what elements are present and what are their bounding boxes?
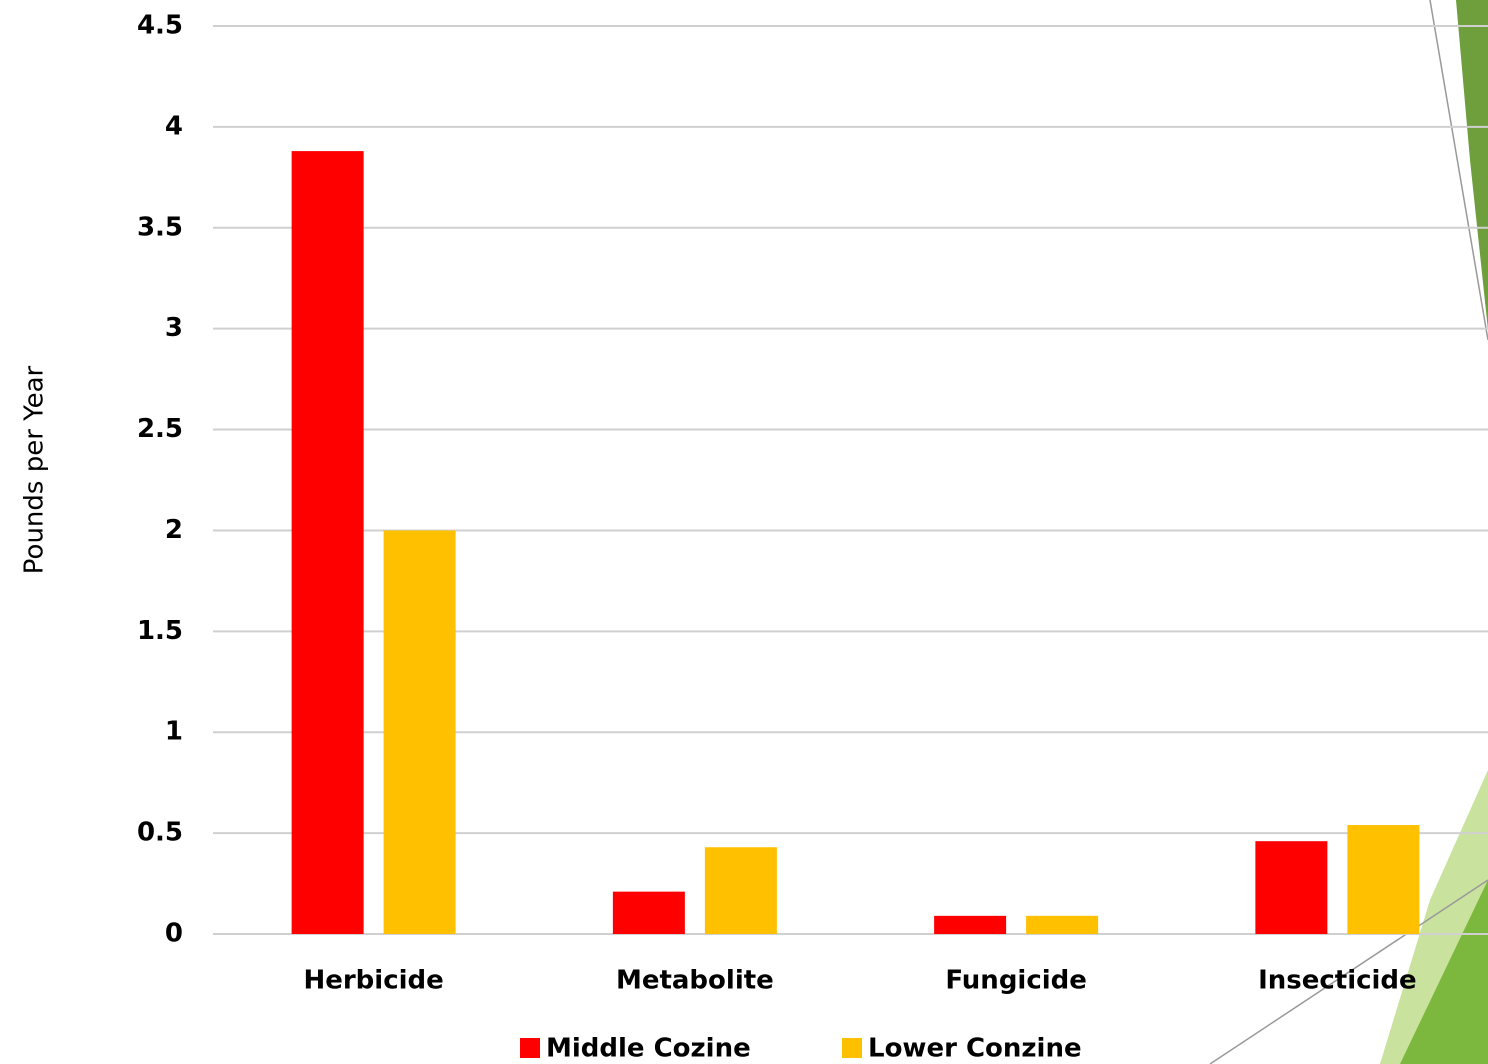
bar (704, 847, 777, 934)
bar (291, 151, 364, 934)
legend-label: Lower Conzine (868, 1034, 1082, 1064)
bar (1255, 841, 1328, 934)
y-tick-label: 3 (165, 313, 183, 343)
x-tick-label: Insecticide (1258, 966, 1417, 996)
y-tick-label: 0.5 (137, 818, 183, 848)
x-tick-label: Fungicide (945, 966, 1087, 996)
decoration (1209, 0, 1488, 1064)
x-tick-label: Herbicide (303, 966, 443, 996)
y-tick-label: 2 (165, 515, 183, 545)
legend-swatch (520, 1038, 540, 1058)
y-tick-label: 1 (165, 717, 183, 747)
y-tick-label: 0 (165, 919, 183, 949)
plot: 0 0.5 1 1.5 2 2.5 3 3.5 4 4.5 Herbicide Metabolite F… (137, 11, 1488, 1064)
y-tick-label: 2.5 (137, 414, 183, 444)
y-tick-label: 1.5 (137, 616, 183, 646)
bar (383, 530, 456, 934)
y-tick-label: 4 (165, 111, 183, 141)
bar (1026, 915, 1099, 934)
bar (1347, 825, 1420, 934)
y-tick-label: 4.5 (137, 11, 183, 41)
y-axis-label: Pounds per Year (20, 365, 50, 574)
legend-label: Middle Cozine (546, 1034, 751, 1064)
y-tick-label: 3.5 (137, 212, 183, 242)
legend-swatch (842, 1038, 862, 1058)
bar (934, 915, 1007, 934)
x-tick-label: Metabolite (616, 966, 774, 996)
bar (612, 891, 685, 934)
